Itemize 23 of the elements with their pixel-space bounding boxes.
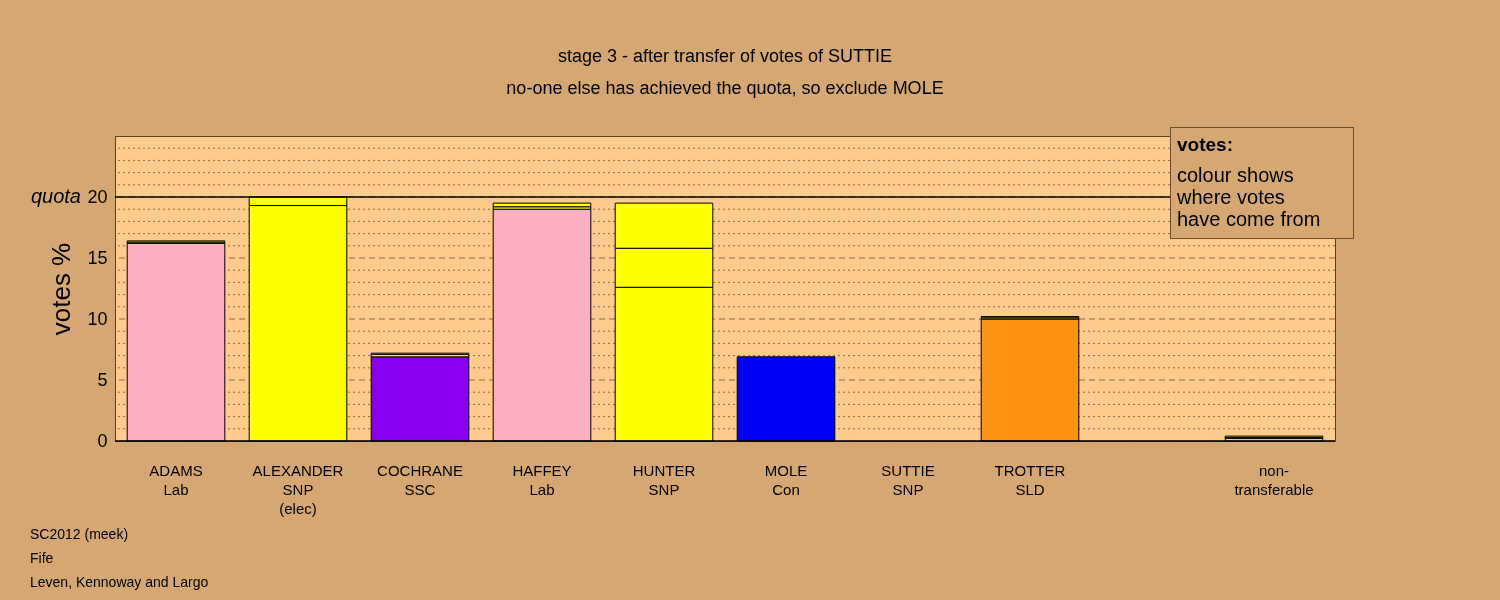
annotation: votes: (1177, 134, 1234, 156)
x-tick-label: non- transferable (1234, 461, 1314, 498)
text: Leven, Kennoway and Largo (30, 574, 209, 590)
y-tick-label: 15 (87, 247, 108, 268)
text: Fife (30, 550, 54, 566)
x-tick-label: HAFFEY Lab (512, 461, 572, 498)
x-tick-label: ALEXANDER SNP (elec) (252, 461, 344, 517)
y-axis-title: votes % (46, 242, 77, 336)
x-tick-label: COCHRANE SSC (377, 461, 463, 498)
x-tick-label: ADAMS Lab (149, 461, 203, 498)
x-tick-label: SUTTIE SNP (881, 461, 935, 498)
chart-subtitle: no-one else has achieved the quota, so exclude MOLE (506, 78, 944, 98)
x-tick-label: TROTTER SLD (994, 461, 1066, 498)
ref-line-label: quota (30, 185, 81, 207)
y-tick-label: 0 (97, 430, 108, 451)
y-tick-label: 20 (87, 186, 108, 207)
text: SC2012 (meek) (30, 526, 129, 542)
chart-title: stage 3 - after transfer of votes of SUTTIE (557, 46, 893, 66)
annotation: colour shows where votes have come from (1177, 164, 1321, 230)
y-tick-label: 10 (87, 308, 108, 329)
x-tick-label: MOLE Con (764, 461, 808, 498)
y-tick-label: 5 (97, 369, 108, 390)
x-tick-label: HUNTER SNP (632, 461, 696, 498)
